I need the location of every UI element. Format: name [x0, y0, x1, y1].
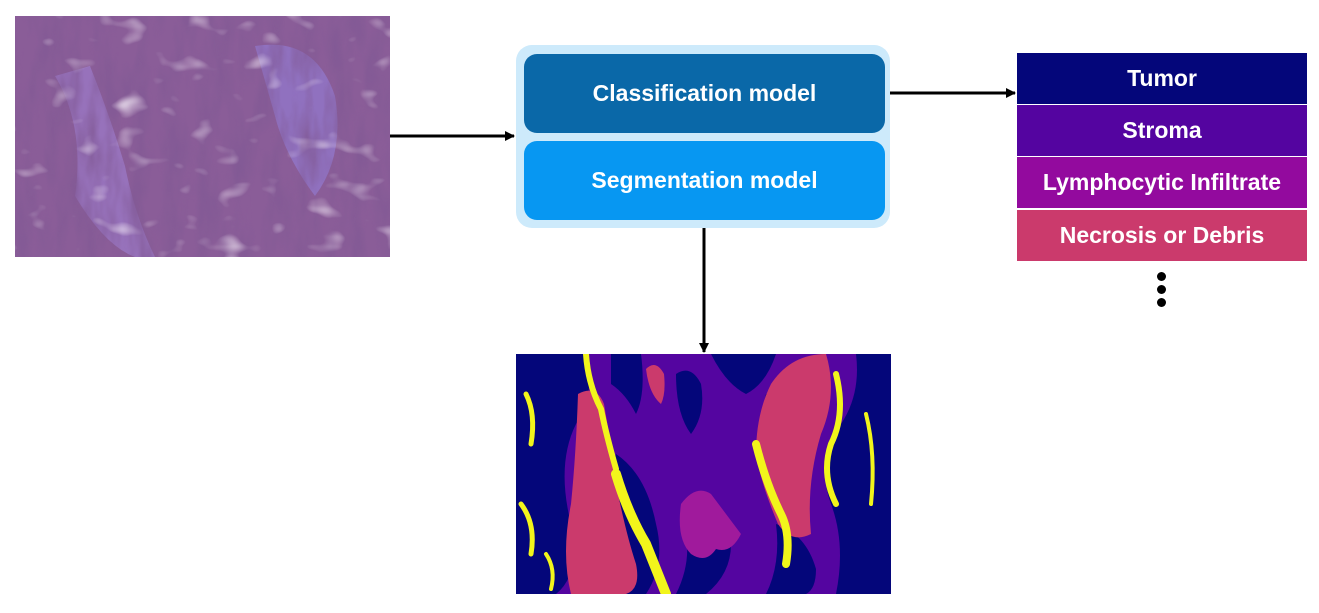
segmentation-output-map [516, 354, 891, 594]
class-label-lymphocytic-infiltrate: Lymphocytic Infiltrate [1017, 157, 1307, 208]
histology-input-image [15, 16, 390, 257]
segmentation-model-block: Segmentation model [524, 141, 885, 220]
class-label-necrosis-or-debris: Necrosis or Debris [1017, 210, 1307, 261]
seg-other-regions [518, 354, 875, 594]
classification-model-block: Classification model [524, 54, 885, 133]
vertical-ellipsis-icon [1154, 272, 1168, 308]
class-label-tumor: Tumor [1017, 53, 1307, 104]
seg-lymphocytic-regions [679, 490, 741, 558]
model-container: Classification model Segmentation model [516, 45, 890, 228]
class-label-stroma: Stroma [1017, 105, 1307, 156]
